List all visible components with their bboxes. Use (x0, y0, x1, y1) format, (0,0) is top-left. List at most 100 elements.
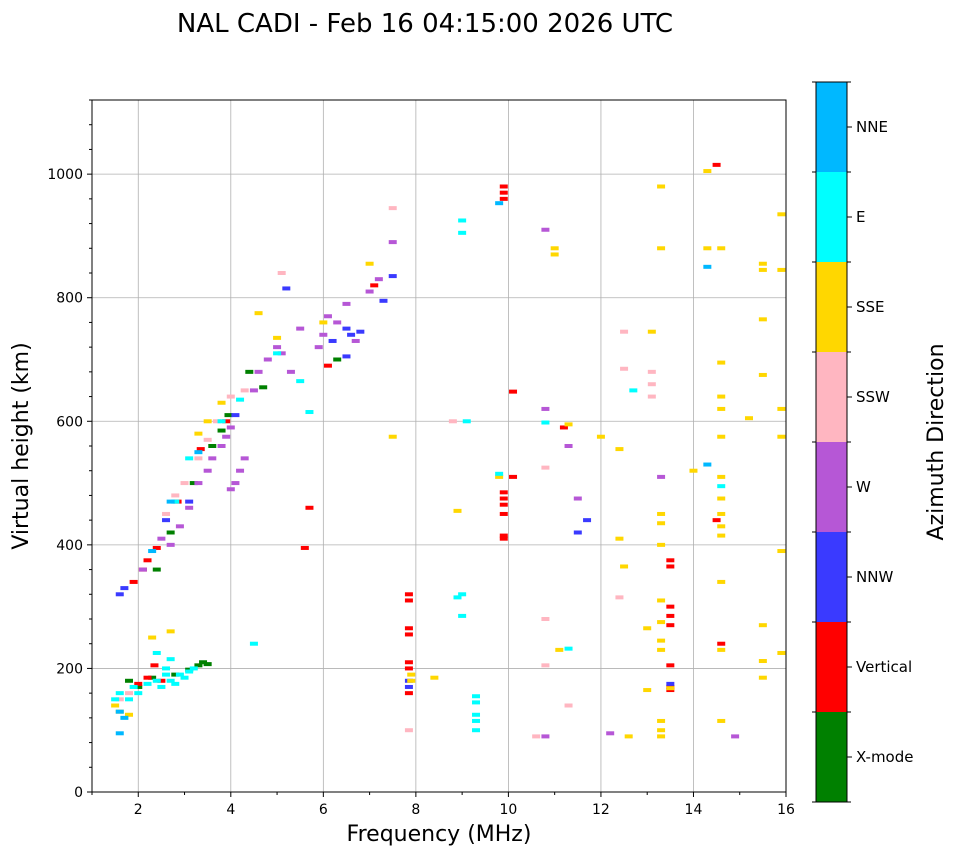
echo-point-vertical (404, 660, 413, 665)
echo-point-vertical (499, 496, 508, 501)
echo-point-sse (407, 678, 416, 683)
echo-point-w (249, 388, 258, 393)
colorbar-segment-ssw (816, 352, 847, 442)
echo-point-w (731, 734, 740, 739)
echo-point-nnw (342, 354, 351, 359)
echo-point-sse (550, 246, 559, 251)
echo-point-sse (430, 675, 439, 680)
echo-point-nnw (120, 586, 129, 591)
echo-point-e (495, 471, 504, 476)
echo-point-vertical (499, 184, 508, 189)
echo-point-vertical (129, 579, 138, 584)
echo-point-ssw (532, 734, 541, 739)
colorbar-segment-sse (816, 262, 847, 352)
echo-point-w (541, 227, 550, 232)
echo-point-w (194, 481, 203, 486)
echo-point-e (180, 675, 189, 680)
echo-point-sse (643, 688, 652, 693)
echo-point-nnw (583, 518, 592, 523)
colorbar-segment-nne (816, 82, 847, 172)
echo-point-sse (615, 447, 624, 452)
echo-point-sse (657, 718, 666, 723)
echo-point-nnw (231, 413, 240, 418)
echo-point-sse (495, 474, 504, 479)
echo-point-sse (166, 629, 175, 634)
echo-point-nne (194, 450, 203, 455)
echo-point-ssw (226, 394, 235, 399)
echo-point-e (472, 700, 481, 705)
echo-point-sse (717, 533, 726, 538)
echo-point-e (129, 684, 138, 689)
echo-point-nnw (356, 329, 365, 334)
echo-point-vertical (499, 533, 508, 538)
echo-point-ssw (541, 465, 550, 470)
echo-point-vertical (404, 691, 413, 696)
echo-point-sse (777, 549, 786, 554)
echo-point-sse (777, 650, 786, 655)
echo-point-w (231, 481, 240, 486)
echo-point-ssw (240, 388, 249, 393)
echo-point-sse (365, 261, 374, 266)
echo-point-sse (657, 598, 666, 603)
echo-point-e (143, 681, 152, 686)
echo-point-w (203, 468, 212, 473)
echo-point-sse (254, 311, 263, 316)
echo-point-w (365, 289, 374, 294)
echo-point-e (162, 672, 171, 677)
x-tick-label: 16 (777, 802, 795, 818)
echo-point-vertical (404, 632, 413, 637)
echo-point-ssw (620, 366, 629, 371)
echo-point-nne (166, 499, 175, 504)
echo-point-x-mode (134, 684, 143, 689)
echo-point-e (629, 388, 638, 393)
echo-point-vertical (666, 604, 675, 609)
echo-point-w (157, 536, 166, 541)
echo-point-ssw (162, 511, 171, 516)
echo-point-ssw (125, 691, 134, 696)
y-tick-label: 0 (74, 785, 83, 801)
echo-point-w (226, 487, 235, 492)
echo-point-e (166, 657, 175, 662)
echo-point-e (296, 379, 305, 384)
echo-point-vertical (559, 425, 568, 430)
echo-point-nne (115, 731, 124, 736)
colorbar-segment-w (816, 442, 847, 532)
echo-point-sse (758, 261, 767, 266)
echo-point-w (296, 326, 305, 331)
echo-point-e (125, 697, 134, 702)
echo-point-vertical (150, 663, 159, 668)
echo-point-vertical (499, 490, 508, 495)
echo-point-e (185, 669, 194, 674)
echo-point-x-mode (171, 672, 180, 677)
echo-point-e (472, 694, 481, 699)
echo-point-ssw (203, 437, 212, 442)
echo-point-nnw (666, 681, 675, 686)
echo-point-e (541, 420, 550, 425)
echo-point-x-mode (152, 567, 161, 572)
echo-point-sse (758, 659, 767, 664)
echo-point-vertical (404, 598, 413, 603)
echo-point-nnw (115, 592, 124, 597)
echo-point-x-mode (203, 662, 212, 667)
echo-point-nnw (347, 332, 356, 337)
echo-point-ssw (194, 456, 203, 461)
echo-point-e (249, 641, 258, 646)
echo-point-ssw (647, 382, 656, 387)
echo-point-sse (564, 422, 573, 427)
echo-point-ssw (541, 663, 550, 668)
x-tick-label: 2 (134, 802, 143, 818)
echo-point-sse (657, 246, 666, 251)
echo-point-sse (596, 434, 605, 439)
echo-point-vertical (370, 283, 379, 288)
echo-point-ssw (448, 419, 457, 424)
echo-point-vertical (712, 162, 721, 167)
echo-point-w (236, 468, 245, 473)
x-tick-label: 10 (499, 802, 517, 818)
echo-point-sse (717, 434, 726, 439)
echo-point-w (314, 345, 323, 350)
echo-point-sse (125, 712, 134, 717)
echo-point-vertical (196, 447, 205, 452)
echo-point-sse (453, 508, 462, 513)
echo-point-w (606, 731, 615, 736)
echo-point-e (134, 691, 143, 696)
